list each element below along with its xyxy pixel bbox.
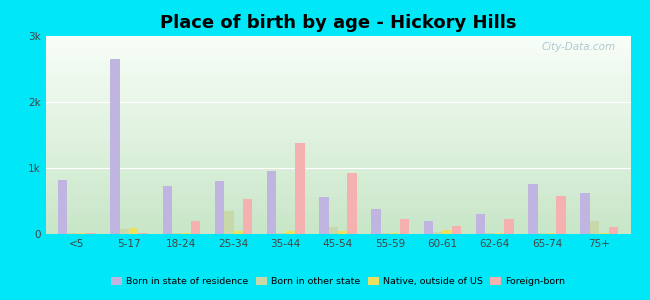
Bar xyxy=(295,143,305,234)
Bar xyxy=(443,230,452,234)
Text: City-Data.com: City-Data.com xyxy=(541,42,616,52)
Bar xyxy=(452,226,461,234)
Bar xyxy=(371,209,381,234)
Bar xyxy=(276,233,286,234)
Bar xyxy=(233,231,243,234)
Bar xyxy=(181,233,190,234)
Bar xyxy=(68,233,77,234)
Bar xyxy=(347,173,357,234)
Bar xyxy=(111,59,120,234)
Bar xyxy=(486,233,495,234)
Bar xyxy=(528,184,538,234)
Bar xyxy=(138,233,148,234)
Bar xyxy=(547,233,556,234)
Bar xyxy=(224,211,233,234)
Bar xyxy=(424,221,433,234)
Bar xyxy=(599,233,608,234)
Bar xyxy=(129,228,138,234)
Bar xyxy=(243,199,252,234)
Bar xyxy=(476,214,486,234)
Bar xyxy=(504,219,514,234)
Bar xyxy=(214,181,224,234)
Bar xyxy=(495,233,504,234)
Bar xyxy=(400,220,409,234)
Bar xyxy=(338,231,347,234)
Bar xyxy=(86,233,96,234)
Bar xyxy=(590,221,599,234)
Bar xyxy=(390,233,400,234)
Bar xyxy=(172,233,181,234)
Bar xyxy=(120,230,129,234)
Bar xyxy=(58,180,68,234)
Bar xyxy=(190,221,200,234)
Bar xyxy=(580,193,590,234)
Bar xyxy=(319,197,329,234)
Bar xyxy=(538,233,547,234)
Bar xyxy=(286,231,295,234)
Bar xyxy=(433,232,443,234)
Bar xyxy=(381,233,390,234)
Bar xyxy=(267,171,276,234)
Title: Place of birth by age - Hickory Hills: Place of birth by age - Hickory Hills xyxy=(160,14,516,32)
Bar xyxy=(556,196,566,234)
Bar xyxy=(162,186,172,234)
Legend: Born in state of residence, Born in other state, Native, outside of US, Foreign-: Born in state of residence, Born in othe… xyxy=(108,274,568,289)
Bar xyxy=(77,233,86,234)
Bar xyxy=(329,227,338,234)
Bar xyxy=(608,227,618,234)
